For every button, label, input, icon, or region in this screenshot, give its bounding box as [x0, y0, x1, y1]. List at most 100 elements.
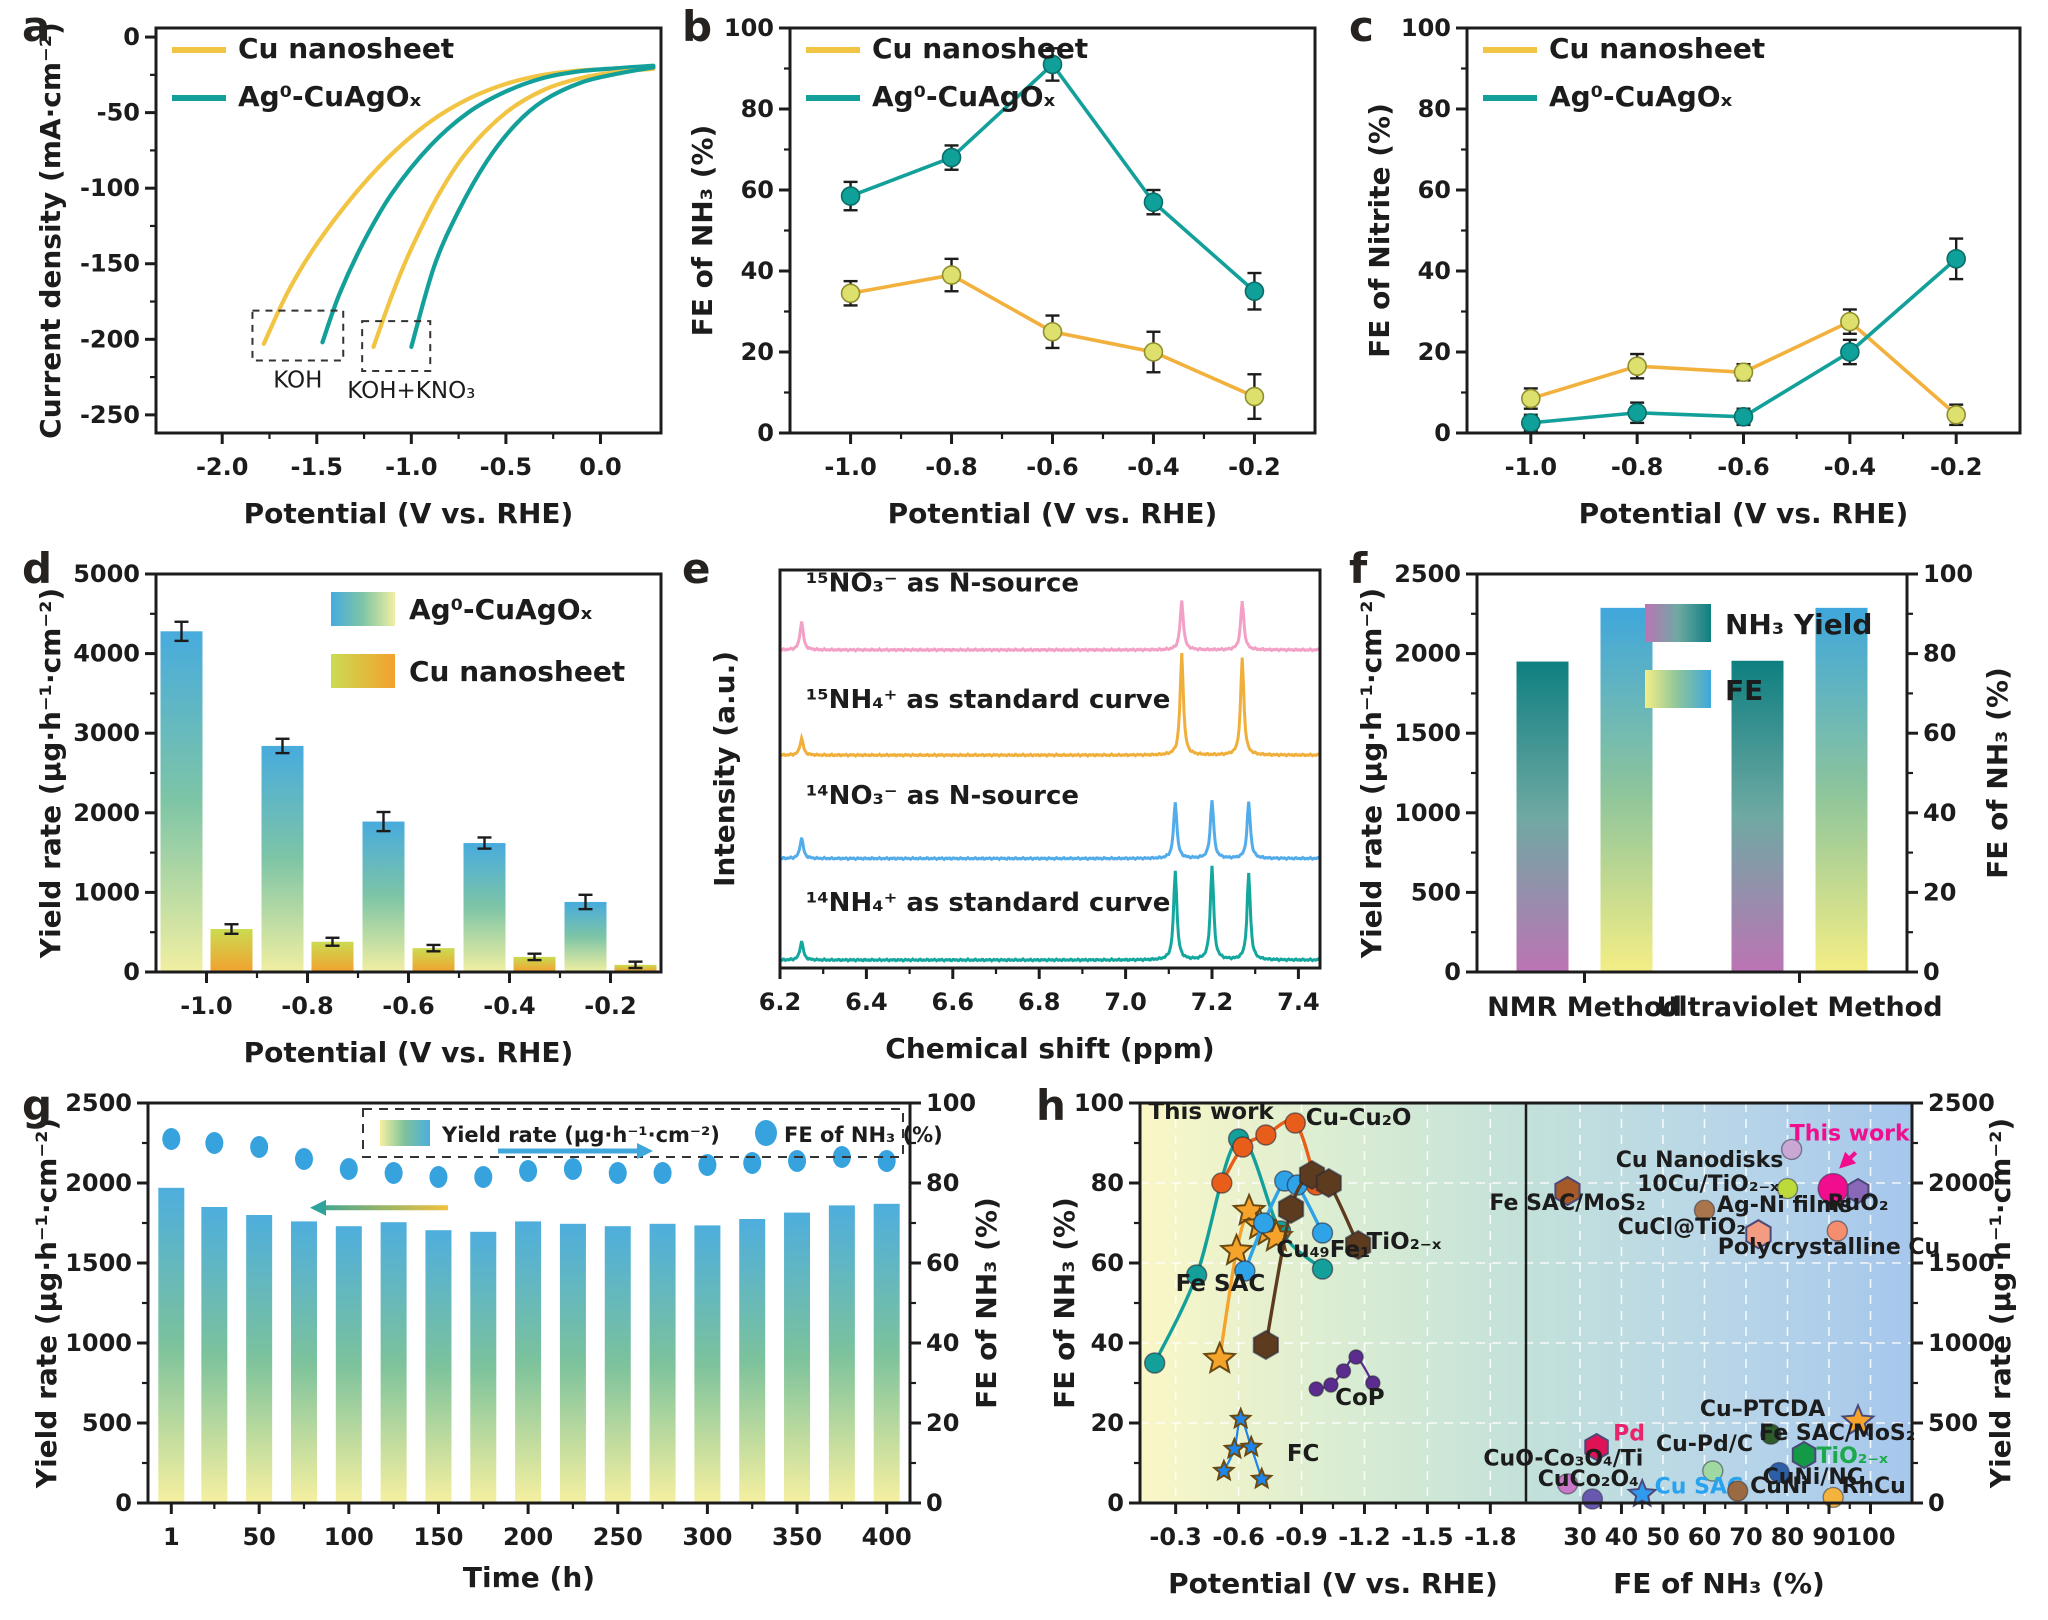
plot-frame: [778, 568, 1322, 970]
panel-letter-h: h: [1036, 1081, 1066, 1130]
label: 1000: [1394, 799, 1461, 827]
y-axis-right: 0 20 40 60 80 100: [910, 1089, 976, 1517]
label: -0.2: [1228, 453, 1280, 481]
label: Yield rate (µg·h⁻¹·cm⁻²): [30, 1118, 63, 1489]
label: 6.8: [1018, 988, 1061, 1016]
legend: Ag⁰-CuAgOₓ Cu nanosheet: [331, 592, 625, 688]
label: 150: [413, 1523, 463, 1551]
label: 200: [503, 1523, 553, 1551]
label: 100: [724, 14, 774, 42]
label: 1: [163, 1523, 180, 1551]
panel-f: f NMR Method Ultraviolet Method 0 500 1000 15…: [1345, 548, 2043, 1082]
label: 50: [242, 1523, 275, 1551]
label: 500: [82, 1409, 132, 1437]
label: RhCu: [1841, 1474, 1905, 1499]
label: 100: [926, 1089, 976, 1117]
label: FE of NH₃ (%): [686, 125, 719, 337]
label: -1.0: [180, 992, 232, 1020]
chart-e-nmr: ¹⁵NO₃⁻ as N-source ¹⁵NH₄⁺ as standard cur…: [708, 568, 1322, 1065]
label: 0: [115, 1489, 132, 1517]
chart-c-fe-nitrite: -1.0 -0.8 -0.6 -0.4 -0.2 0 20 40 60 80 100 Potentia…: [1363, 14, 2022, 530]
label: 3000: [73, 719, 140, 747]
annotation-box: KOH+KNO₃: [347, 320, 475, 404]
label: 0: [1107, 1489, 1124, 1517]
label: 1500: [1394, 719, 1461, 747]
y-axis-left: 0 20 40 60 80 100: [1401, 14, 1467, 447]
label: Yield rate (µg·h⁻¹·cm⁻²): [1355, 588, 1388, 959]
label: Cu Nanodisks: [1616, 1148, 1784, 1173]
label: Ag⁰-CuAgOₓ: [872, 80, 1056, 113]
label: -0.6: [1026, 453, 1078, 481]
label: 20: [926, 1409, 959, 1437]
label: Chemical shift (ppm): [885, 1032, 1214, 1065]
label: 7.0: [1104, 988, 1147, 1016]
label: Cu-Pd/C: [1656, 1432, 1753, 1457]
label: -1.5: [1401, 1523, 1453, 1551]
label: 500: [1411, 878, 1461, 906]
label: Cu nanosheet: [1549, 32, 1765, 65]
label: FE of NH₃ (%): [1613, 1567, 1825, 1600]
label: TiO₂₋ₓ: [1367, 1229, 1442, 1255]
label: 0: [1923, 958, 1940, 986]
label: 2000: [1394, 640, 1461, 668]
label: -1.8: [1464, 1523, 1516, 1551]
legend: NH₃ Yield FE: [1645, 604, 1872, 708]
label: -0.2: [1930, 453, 1982, 481]
label: 6.6: [932, 988, 975, 1016]
label: 80: [1771, 1523, 1804, 1551]
x-axis: -1.0 -0.8 -0.6 -0.4 -0.2: [1505, 433, 1982, 481]
label: -0.4: [483, 992, 535, 1020]
label: 20: [1418, 338, 1451, 366]
label: NH₃ Yield: [1725, 608, 1872, 641]
label: 0: [123, 958, 140, 986]
label: 0: [757, 419, 774, 447]
panel-letter-b: b: [682, 2, 713, 51]
label: -0.6: [382, 992, 434, 1020]
label: 300: [682, 1523, 732, 1551]
label: -0.3: [1149, 1523, 1201, 1551]
label: NMR Method: [1487, 992, 1682, 1023]
fe-dots: [162, 1128, 896, 1188]
label: -2.0: [196, 453, 248, 481]
label: 250: [593, 1523, 643, 1551]
label: 60: [1688, 1523, 1721, 1551]
plot-frame: [154, 26, 663, 435]
y-axis-right: 0 20 40 60 80 100: [1907, 560, 1973, 986]
x-axis: 1 50 100 150 200 250 300 350 400: [163, 1503, 912, 1551]
label: 2500: [1928, 1089, 1995, 1117]
annotation-box: KOH: [251, 309, 345, 394]
label: Potential (V vs. RHE): [244, 497, 574, 530]
label: 60: [926, 1249, 959, 1277]
label: 400: [862, 1523, 912, 1551]
label: KOH: [273, 368, 322, 394]
series-Ag⁰-CuAgOₓ: [1521, 237, 1966, 433]
label: 100: [1845, 1523, 1895, 1551]
label: Ag⁰-CuAgOₓ: [409, 593, 593, 626]
label: Pd: [1613, 1422, 1645, 1447]
label: CoP: [1335, 1385, 1385, 1411]
label: 0: [1434, 419, 1451, 447]
panel-letter-c: c: [1349, 2, 1374, 51]
label: 500: [1928, 1409, 1978, 1437]
chart-d-yield-bars: -1.0 -0.8 -0.6 -0.4 -0.2 0 1000 2000 3000 4000 500…: [34, 560, 663, 1069]
label: 40: [1418, 257, 1451, 285]
panel-h: h This work Cu-Cu₂O Fe SAC Cu₄₉Fe₁ TiO₂₋ₓ CoP…: [1032, 1085, 2044, 1617]
label: -0.9: [1275, 1523, 1327, 1551]
label: 80: [1923, 640, 1956, 668]
label: 20: [741, 338, 774, 366]
label: Yield rate (µg·h⁻¹·cm⁻²): [34, 588, 67, 959]
label: Time (h): [463, 1561, 595, 1594]
trace-¹⁵NH₄⁺ as standard curve: [779, 653, 1320, 758]
label: Cu–PTCDA: [1700, 1397, 1825, 1422]
label: Current density (mA·cm⁻²): [34, 22, 67, 439]
label: 60: [741, 176, 774, 204]
label: Cu-Cu₂O: [1306, 1105, 1412, 1131]
label: 100: [1923, 560, 1973, 588]
chart-g-stability: 1 50 100 150 200 250 300 350 4000500100015002000…: [30, 1089, 1003, 1594]
series-Cu nanosheet: [840, 257, 1265, 421]
label: CuCl@TiO₂: [1618, 1215, 1746, 1240]
label: FE of NH₃ (%): [970, 1197, 1003, 1409]
